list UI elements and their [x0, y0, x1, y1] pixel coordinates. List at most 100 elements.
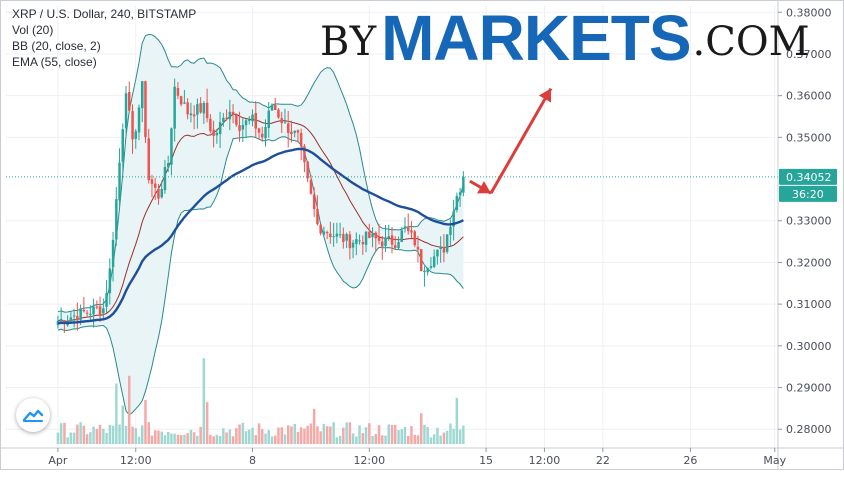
candle[interactable]: [274, 97, 277, 111]
candle[interactable]: [241, 118, 245, 143]
candle[interactable]: [377, 223, 381, 245]
candle[interactable]: [183, 90, 186, 105]
candle[interactable]: [244, 119, 248, 139]
candle[interactable]: [342, 227, 345, 249]
candle[interactable]: [445, 234, 449, 254]
candle[interactable]: [390, 226, 394, 254]
candle[interactable]: [222, 112, 225, 127]
candle[interactable]: [59, 307, 63, 324]
candle[interactable]: [361, 235, 365, 255]
candle[interactable]: [202, 101, 206, 125]
candle[interactable]: [267, 102, 271, 138]
candle[interactable]: [261, 126, 264, 142]
candle[interactable]: [176, 82, 180, 100]
candle[interactable]: [462, 171, 465, 197]
candle[interactable]: [325, 230, 329, 240]
candle[interactable]: [387, 224, 391, 241]
candle[interactable]: [196, 98, 199, 129]
candle[interactable]: [413, 229, 417, 248]
candle[interactable]: [312, 187, 316, 217]
candle[interactable]: [345, 232, 348, 248]
time-axis[interactable]: Apr 12:00 8 12:00 15 12:00 22 26 May: [48, 448, 787, 467]
candle[interactable]: [410, 221, 413, 239]
candle[interactable]: [287, 110, 290, 148]
price-axis[interactable]: 0.38000 0.37000 0.36000 0.35000 0.33000 0.320…: [778, 6, 832, 436]
candle[interactable]: [173, 78, 176, 142]
candle[interactable]: [452, 199, 455, 241]
candle[interactable]: [355, 232, 358, 256]
candle[interactable]: [358, 234, 361, 245]
indicator-ema[interactable]: EMA (55, close): [12, 55, 97, 69]
candle[interactable]: [400, 227, 404, 243]
candle[interactable]: [102, 298, 105, 320]
candle[interactable]: [277, 108, 280, 119]
candle[interactable]: [270, 103, 274, 111]
candle[interactable]: [128, 81, 131, 112]
candle[interactable]: [257, 127, 261, 140]
candle[interactable]: [108, 258, 112, 305]
candle[interactable]: [134, 129, 138, 149]
candle[interactable]: [416, 235, 420, 263]
candle[interactable]: [420, 249, 423, 272]
candle[interactable]: [154, 177, 157, 200]
candle[interactable]: [186, 98, 189, 120]
indicator-bollinger-bands[interactable]: BB (20, close, 2): [12, 39, 101, 53]
candle[interactable]: [235, 113, 238, 127]
candle[interactable]: [157, 183, 160, 205]
candle[interactable]: [436, 249, 439, 265]
candle[interactable]: [293, 130, 297, 138]
candle[interactable]: [215, 128, 219, 144]
candle[interactable]: [351, 239, 355, 259]
candle[interactable]: [426, 267, 429, 276]
candle[interactable]: [131, 104, 134, 154]
candle[interactable]: [92, 298, 95, 328]
candle[interactable]: [76, 302, 79, 331]
candle[interactable]: [439, 236, 442, 263]
candle[interactable]: [251, 109, 254, 127]
candle[interactable]: [254, 101, 258, 138]
candle[interactable]: [95, 300, 99, 310]
candle[interactable]: [238, 111, 241, 142]
candle[interactable]: [316, 195, 319, 226]
candle[interactable]: [144, 80, 147, 144]
candle[interactable]: [423, 266, 426, 287]
candle[interactable]: [442, 234, 446, 263]
candle[interactable]: [381, 235, 384, 260]
candle[interactable]: [137, 104, 141, 141]
candle[interactable]: [290, 120, 293, 143]
candle[interactable]: [348, 231, 352, 260]
candle[interactable]: [403, 217, 407, 233]
candle[interactable]: [218, 111, 222, 149]
candle[interactable]: [205, 88, 209, 123]
candle[interactable]: [322, 226, 326, 237]
candle[interactable]: [332, 223, 335, 247]
candle[interactable]: [115, 186, 118, 246]
candle[interactable]: [306, 161, 309, 182]
candle[interactable]: [371, 227, 374, 248]
candle[interactable]: [329, 221, 332, 244]
candle[interactable]: [335, 222, 339, 244]
candle[interactable]: [384, 225, 387, 253]
candle[interactable]: [364, 231, 368, 253]
candle[interactable]: [111, 231, 115, 282]
tradingview-logo-button[interactable]: [16, 398, 50, 432]
candle[interactable]: [124, 85, 128, 135]
candle[interactable]: [397, 236, 400, 250]
candle[interactable]: [299, 128, 303, 161]
candle[interactable]: [141, 80, 144, 123]
candle[interactable]: [455, 192, 459, 213]
candle[interactable]: [118, 148, 121, 209]
candle[interactable]: [231, 104, 235, 124]
candle[interactable]: [189, 102, 193, 123]
candle[interactable]: [212, 120, 215, 148]
candle[interactable]: [283, 108, 287, 125]
candle[interactable]: [69, 311, 73, 322]
candle[interactable]: [319, 223, 322, 236]
candle[interactable]: [264, 119, 267, 147]
candle[interactable]: [374, 231, 378, 253]
candle[interactable]: [98, 296, 102, 322]
candle[interactable]: [89, 305, 92, 321]
candle[interactable]: [394, 236, 397, 250]
candle[interactable]: [160, 180, 164, 199]
